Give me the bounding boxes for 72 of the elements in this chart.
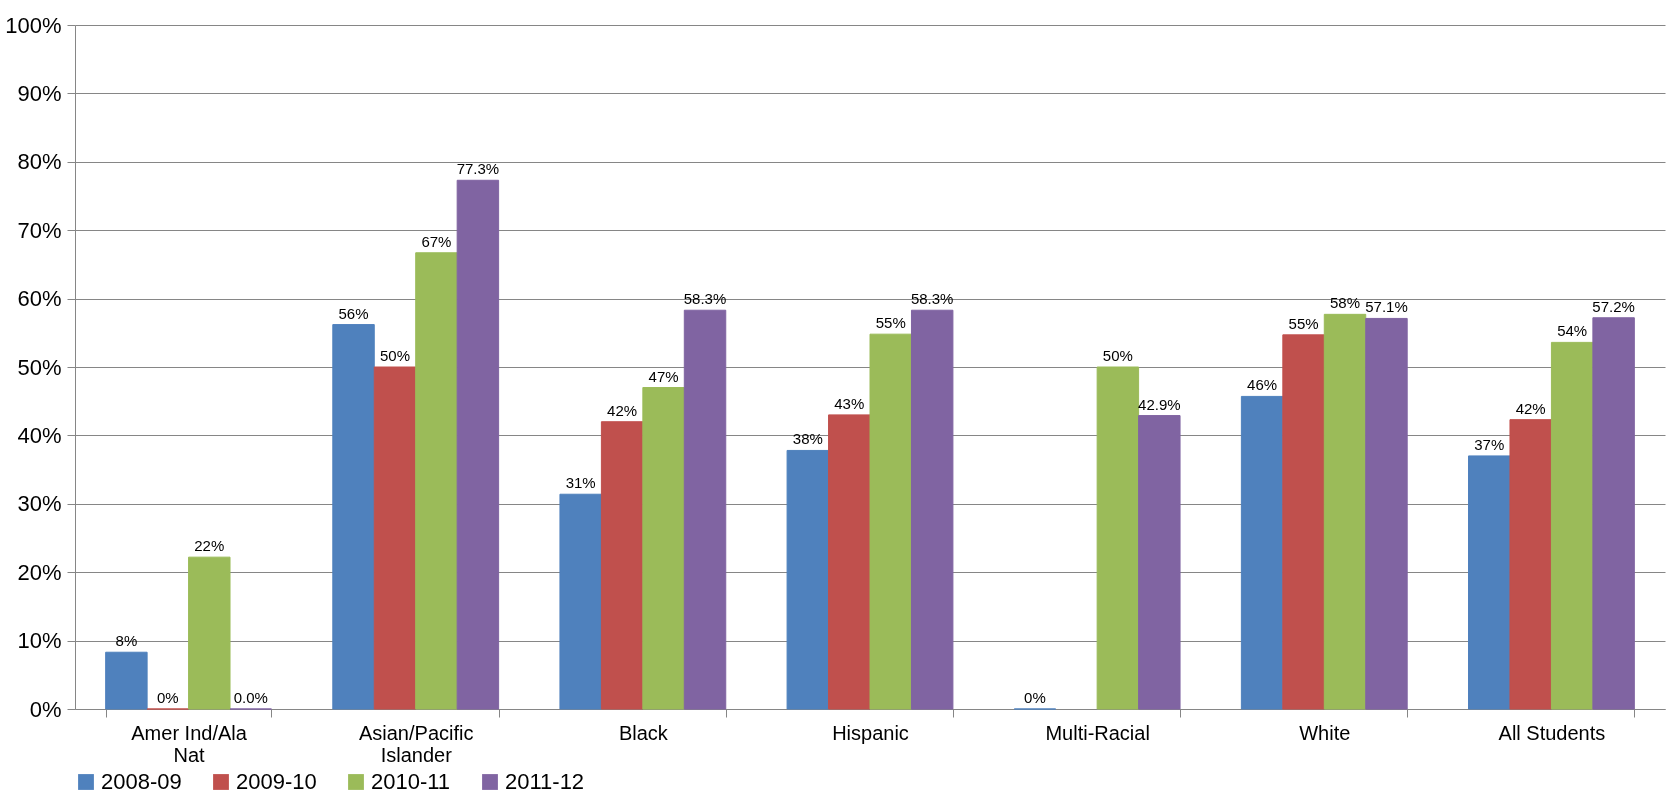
data-label: 50% bbox=[1102, 347, 1133, 364]
bar bbox=[600, 421, 644, 710]
data-label: 77.3% bbox=[456, 160, 500, 178]
x-tick-label: Hispanic bbox=[832, 721, 909, 744]
data-label: 37% bbox=[1474, 435, 1505, 453]
bar bbox=[1323, 313, 1367, 710]
x-tick-label: Asian/Pacific Islander bbox=[358, 721, 474, 766]
y-tick-label: 20% bbox=[17, 559, 62, 585]
data-label: 50% bbox=[379, 347, 410, 364]
data-label: 31% bbox=[565, 474, 596, 492]
bar bbox=[559, 493, 602, 710]
bar bbox=[373, 366, 417, 710]
bar bbox=[1592, 317, 1635, 710]
legend-label: 2008-09 bbox=[101, 769, 182, 794]
data-label: 57.2% bbox=[1592, 297, 1635, 315]
data-label: 0.0% bbox=[233, 689, 268, 706]
data-label: 42% bbox=[607, 401, 638, 419]
data-label: 67% bbox=[421, 232, 452, 250]
x-tick-label: White bbox=[1299, 721, 1351, 744]
x-tick-label: Amer Ind/Ala Nat bbox=[131, 721, 248, 766]
y-tick-label: 90% bbox=[17, 80, 62, 106]
data-label: 56% bbox=[338, 304, 369, 322]
bar bbox=[1240, 395, 1284, 710]
bar bbox=[1509, 419, 1552, 710]
x-tick-label: Multi-Racial bbox=[1045, 721, 1150, 744]
y-tick-label: 50% bbox=[17, 354, 62, 380]
data-label: 58% bbox=[1330, 294, 1361, 312]
legend-label: 2010-11 bbox=[371, 769, 451, 794]
bar bbox=[1282, 334, 1325, 710]
bar bbox=[786, 449, 830, 710]
bar bbox=[828, 414, 871, 710]
data-label: 58.3% bbox=[910, 290, 954, 308]
bar bbox=[1550, 341, 1594, 710]
bar bbox=[105, 651, 148, 710]
bar bbox=[1138, 415, 1181, 710]
data-label: 22% bbox=[194, 537, 225, 555]
bar bbox=[1096, 366, 1140, 710]
bar bbox=[1468, 455, 1511, 710]
x-tick-label: Black bbox=[618, 721, 669, 744]
data-label: 8% bbox=[115, 632, 138, 650]
bar bbox=[415, 252, 458, 710]
data-label: 54% bbox=[1557, 322, 1588, 340]
data-label: 42% bbox=[1515, 399, 1546, 417]
bar bbox=[188, 556, 231, 710]
data-label: 0% bbox=[1024, 689, 1046, 706]
y-tick-label: 70% bbox=[17, 217, 62, 243]
bar bbox=[642, 387, 685, 710]
data-label: 43% bbox=[834, 394, 865, 412]
y-tick-label: 100% bbox=[5, 12, 62, 38]
y-tick-label: 0% bbox=[29, 696, 62, 722]
data-label: 46% bbox=[1247, 376, 1278, 394]
y-tick-label: 10% bbox=[17, 628, 62, 654]
legend-label: 2009-10 bbox=[236, 769, 317, 794]
data-label: 47% bbox=[648, 367, 679, 385]
y-tick-label: 40% bbox=[17, 422, 62, 448]
data-label: 58.3% bbox=[683, 290, 727, 308]
bar bbox=[332, 324, 375, 710]
bar bbox=[456, 179, 500, 710]
y-tick-label: 30% bbox=[17, 491, 62, 517]
bar bbox=[1365, 317, 1408, 710]
data-label: 0% bbox=[157, 689, 179, 706]
data-label: 38% bbox=[792, 430, 823, 448]
data-label: 55% bbox=[875, 314, 906, 332]
y-tick-label: 80% bbox=[17, 149, 62, 175]
bar bbox=[910, 309, 954, 710]
bar bbox=[683, 309, 727, 710]
y-tick-label: 60% bbox=[17, 286, 62, 312]
x-tick-label: All Students bbox=[1498, 721, 1606, 744]
data-label: 55% bbox=[1288, 314, 1319, 332]
legend-label: 2011-12 bbox=[505, 769, 585, 794]
bar bbox=[869, 333, 912, 710]
data-label: 57.1% bbox=[1365, 298, 1408, 316]
